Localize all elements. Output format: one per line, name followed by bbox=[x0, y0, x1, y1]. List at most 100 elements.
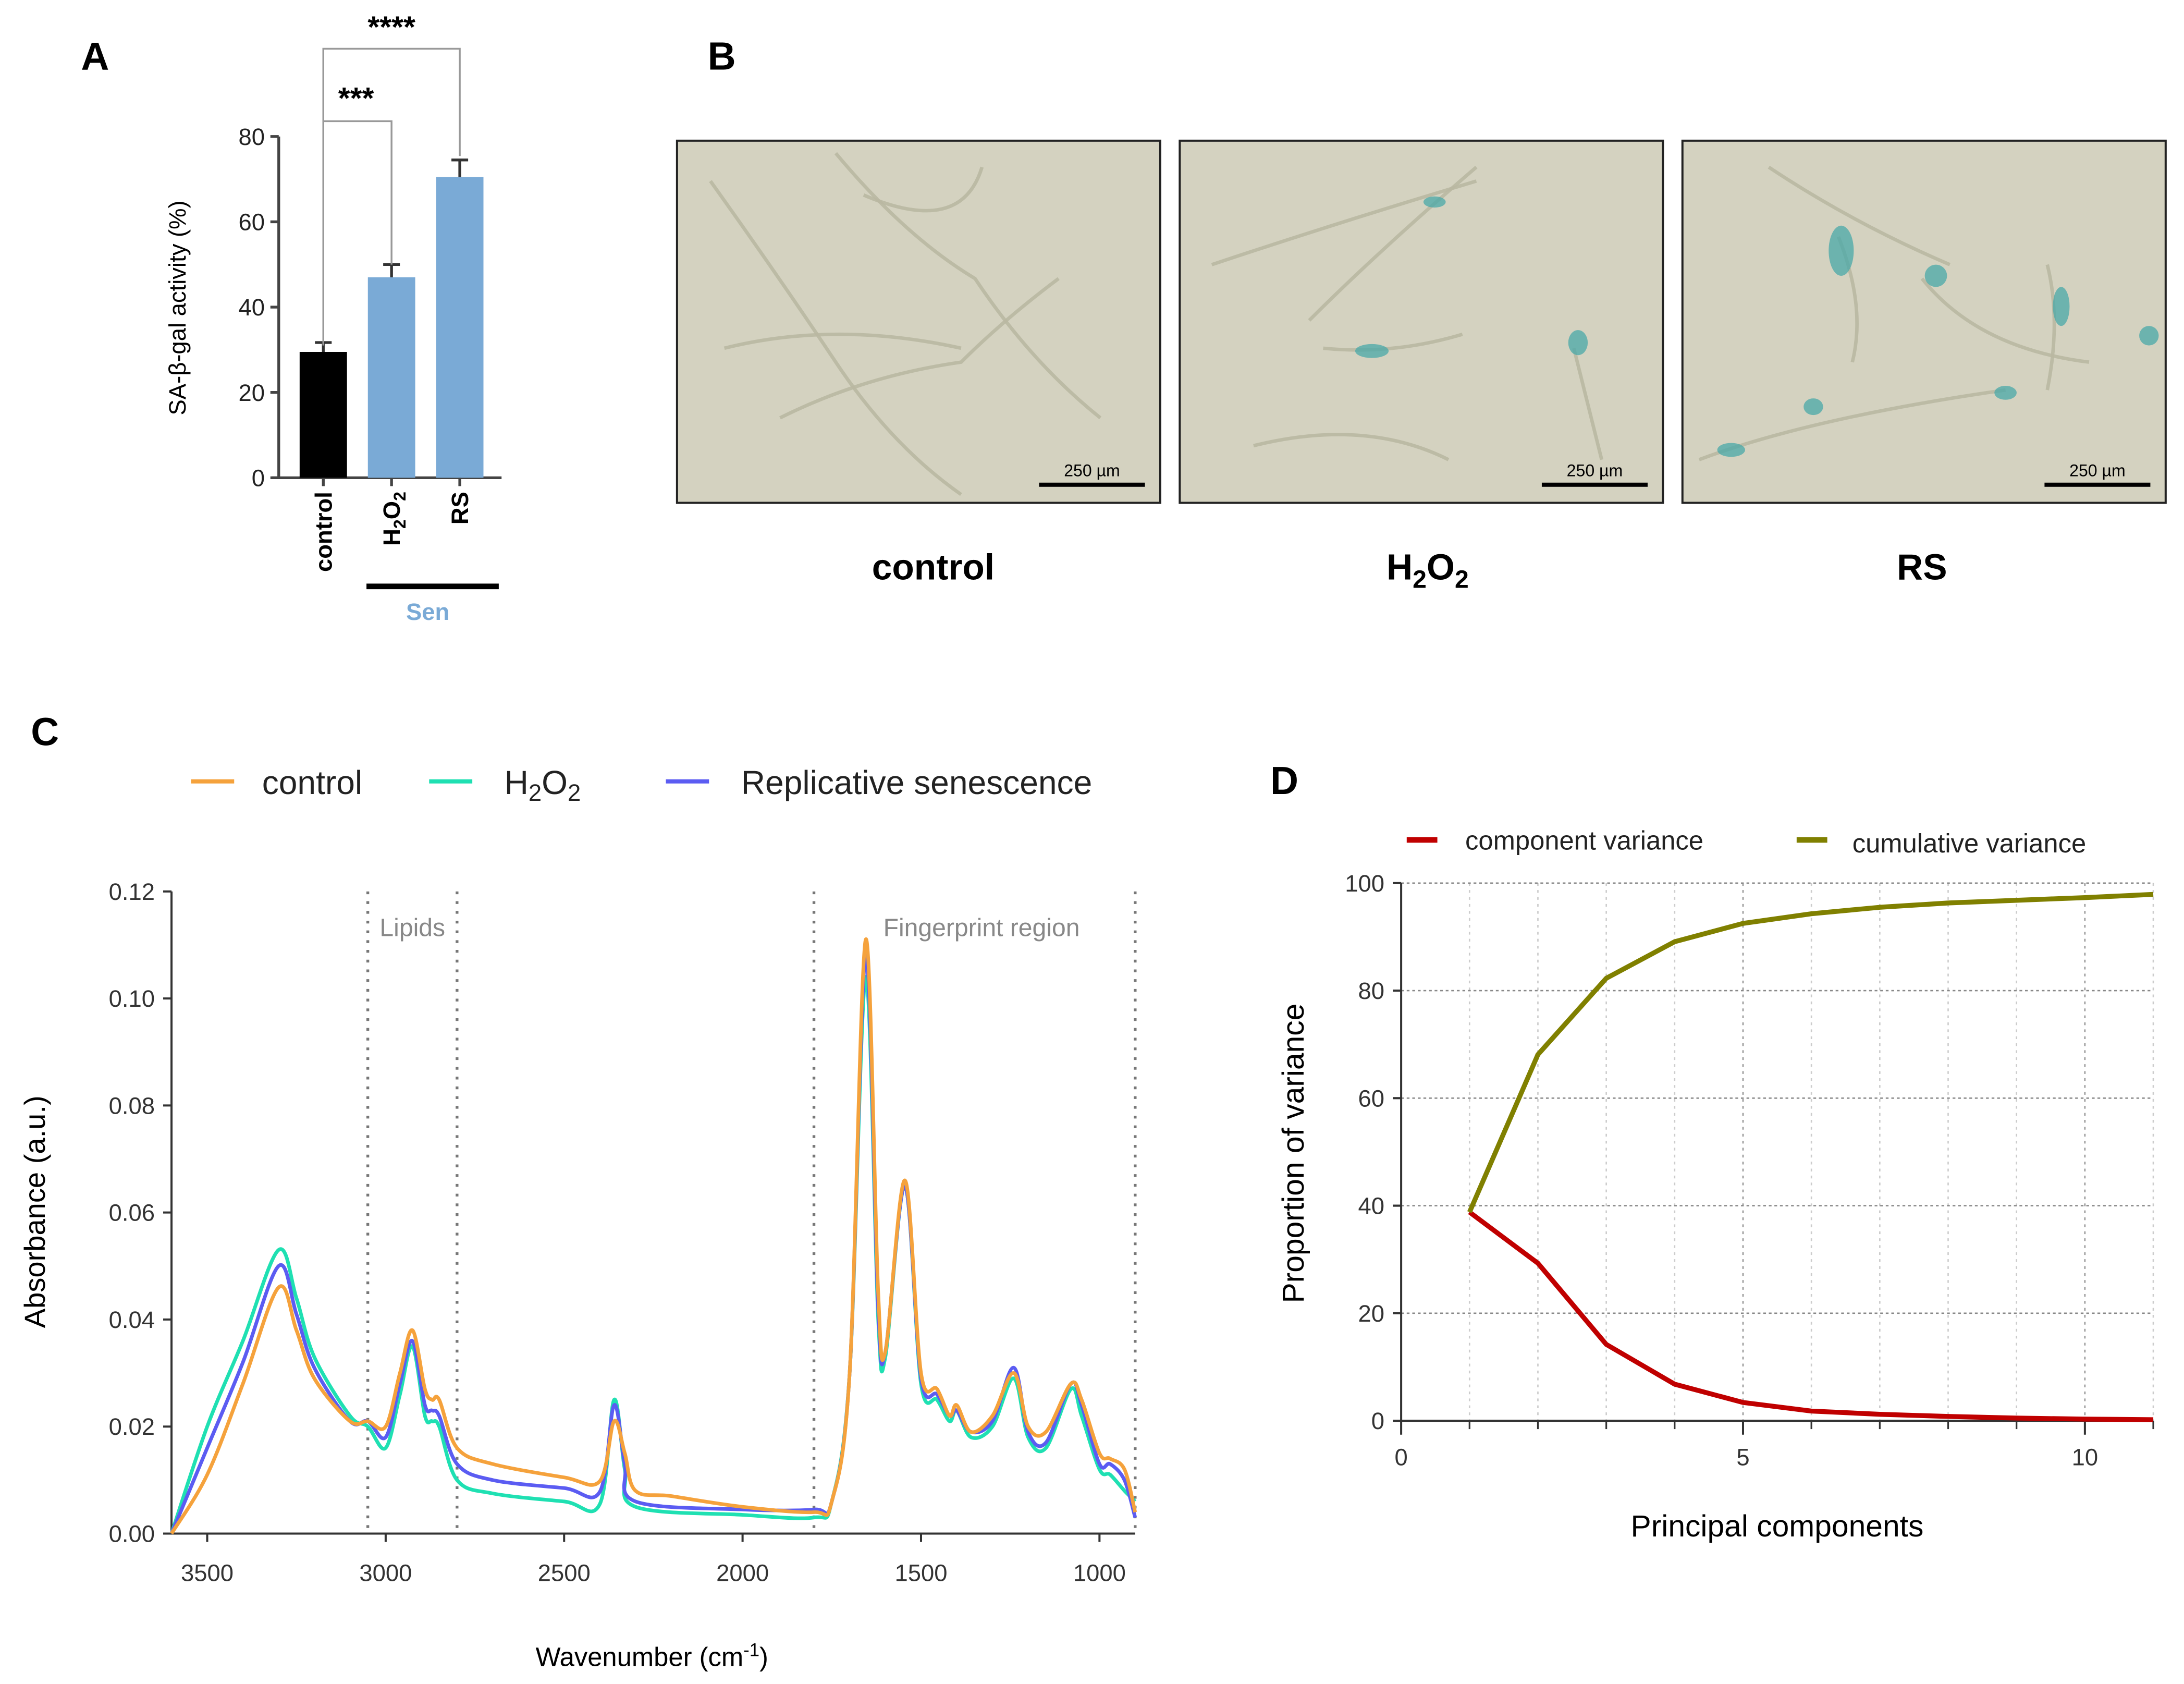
cell-outline bbox=[1768, 165, 1951, 266]
bar-y-tick-label: 0 bbox=[252, 465, 265, 491]
pca-y-tick-label: 80 bbox=[1358, 978, 1385, 1004]
significance-stars: **** bbox=[367, 10, 415, 44]
pca-y-tick-label: 40 bbox=[1358, 1193, 1385, 1219]
spectrum-line-rs bbox=[169, 954, 1137, 1534]
spectrum-line-control bbox=[170, 937, 1137, 1535]
pca-x-tick-label: 5 bbox=[1736, 1444, 1749, 1471]
pca-x-tick-label: 10 bbox=[2072, 1444, 2099, 1471]
cumulative-variance-line bbox=[1467, 892, 2154, 1213]
region-label: Lipids bbox=[379, 913, 445, 942]
significance-bracket bbox=[322, 47, 461, 188]
stained-cell bbox=[1829, 225, 1854, 276]
significance-stars: *** bbox=[338, 81, 374, 115]
ftir-y-tick-label: 0.10 bbox=[109, 985, 155, 1012]
panel-label-a: A bbox=[81, 34, 109, 78]
micrograph-label-rs: RS bbox=[1897, 546, 1947, 587]
ftir-y-tick-label: 0.06 bbox=[109, 1200, 155, 1226]
ftir-x-tick-label: 2000 bbox=[716, 1559, 769, 1586]
ftir-y-tick-label: 0.00 bbox=[109, 1520, 155, 1547]
group-label-sen: Sen bbox=[406, 599, 449, 625]
cell-outline bbox=[779, 277, 1060, 420]
ftir-x-tick-label: 3000 bbox=[359, 1559, 412, 1586]
cell-outline bbox=[2045, 264, 2056, 391]
bar-y-tick-label: 80 bbox=[239, 124, 265, 150]
ftir-y-tick-label: 0.08 bbox=[109, 1092, 155, 1119]
ftir-spectra-chart: 0.00 0.02 0.04 0.06 0.08 0.10 0.12 3500 3000 2500… bbox=[109, 764, 1137, 1586]
legend-label: cumulative variance bbox=[1852, 828, 2087, 858]
stained-cell bbox=[1355, 344, 1389, 358]
stained-cell bbox=[1924, 264, 1947, 287]
scale-bar-label: 250 µm bbox=[2069, 461, 2126, 480]
ftir-y-axis-title: Absorbance (a.u.) bbox=[18, 1095, 51, 1328]
scale-bar-label: 250 µm bbox=[1064, 461, 1120, 480]
significance-bracket bbox=[322, 120, 392, 346]
micrograph-label-h2o2: H2O2 bbox=[1387, 546, 1469, 593]
panel-label-b: B bbox=[708, 34, 736, 78]
pca-variance-chart: 0 20 40 60 80 100 0 5 10 component variance cumula… bbox=[1345, 826, 2154, 1471]
stained-cell bbox=[2053, 287, 2070, 326]
component-variance-line bbox=[1468, 1210, 2154, 1422]
bar-y-axis-title: SA-β-gal activity (%) bbox=[164, 200, 191, 415]
pca-y-tick-label: 20 bbox=[1358, 1300, 1385, 1327]
ftir-x-tick-label: 1000 bbox=[1073, 1559, 1126, 1586]
stained-cell bbox=[1717, 443, 1745, 457]
pca-y-axis-title: Proportion of variance bbox=[1277, 1004, 1310, 1303]
ftir-x-axis-title: Wavenumber (cm-1) bbox=[536, 1641, 768, 1672]
panel-c: C 0.00 0.02 0.04 0.06 0.08 0.10 0.12 3500 3000 25… bbox=[18, 710, 1137, 1672]
stained-cell bbox=[1568, 330, 1588, 356]
cell-outline bbox=[709, 180, 962, 496]
legend-label: control bbox=[262, 764, 362, 801]
micrograph-image bbox=[676, 139, 1161, 504]
stained-cell bbox=[1803, 398, 1823, 416]
ftir-x-tick-label: 3500 bbox=[181, 1559, 234, 1586]
micrograph-control: 250 µm bbox=[676, 139, 1161, 504]
micrograph-rs: 250 µm bbox=[1681, 139, 2167, 504]
cell-outline bbox=[723, 332, 962, 350]
legend-label: component variance bbox=[1465, 826, 1703, 856]
cell-outline bbox=[863, 166, 984, 213]
panel-label-c: C bbox=[31, 710, 59, 753]
bar-x-tick-label: control bbox=[310, 492, 337, 572]
panel-label-d: D bbox=[1270, 759, 1298, 802]
ftir-y-tick-label: 0.02 bbox=[109, 1413, 155, 1440]
ftir-x-tick-label: 2500 bbox=[538, 1559, 591, 1586]
bar-y-tick-label: 60 bbox=[239, 209, 265, 235]
cell-outline bbox=[1211, 179, 1477, 266]
bar-control bbox=[299, 352, 347, 478]
region-label: Fingerprint region bbox=[884, 913, 1080, 942]
bar-y-tick-label: 40 bbox=[239, 294, 265, 321]
pca-y-tick-label: 0 bbox=[1371, 1408, 1384, 1434]
ftir-y-tick-label: 0.04 bbox=[109, 1307, 155, 1333]
panel-d: D 0 20 40 60 80 100 0 5 10 component variance cumu… bbox=[1270, 759, 2154, 1543]
stained-cell bbox=[1994, 386, 2017, 400]
spectrum-line-h2o2 bbox=[169, 975, 1137, 1534]
cell-outline bbox=[1308, 166, 1478, 322]
legend-label: H2O2 bbox=[505, 764, 581, 806]
cell-outline bbox=[1572, 348, 1604, 460]
pca-y-tick-label: 100 bbox=[1345, 870, 1384, 897]
pca-y-tick-label: 60 bbox=[1358, 1085, 1385, 1112]
bar-x-tick-label: RS bbox=[447, 492, 473, 524]
scale-bar-label: 250 µm bbox=[1567, 461, 1623, 480]
error-bar bbox=[383, 263, 400, 277]
cell-outline bbox=[1920, 277, 2090, 364]
stained-cell bbox=[2139, 326, 2159, 346]
panel-b: B 250 µm 250 µm 250 µm control H2O2 RS bbox=[676, 34, 2167, 593]
cell-outline bbox=[1323, 332, 1463, 352]
micrograph-image bbox=[1681, 139, 2167, 504]
pca-x-tick-label: 0 bbox=[1394, 1444, 1407, 1471]
bar-x-tick-label: H2O2 bbox=[378, 492, 409, 546]
bar-rs bbox=[436, 177, 484, 478]
stained-cell bbox=[1423, 196, 1446, 208]
ftir-x-tick-label: 1500 bbox=[894, 1559, 947, 1586]
error-bar bbox=[451, 158, 469, 177]
bar-y-tick-label: 20 bbox=[239, 380, 265, 406]
micrograph-label-control: control bbox=[872, 546, 995, 587]
ftir-y-tick-label: 0.12 bbox=[109, 878, 155, 905]
cell-outline bbox=[1253, 433, 1450, 461]
micrograph-h2o2: 250 µm bbox=[1179, 139, 1664, 504]
pca-x-axis-title: Principal components bbox=[1631, 1509, 1924, 1543]
